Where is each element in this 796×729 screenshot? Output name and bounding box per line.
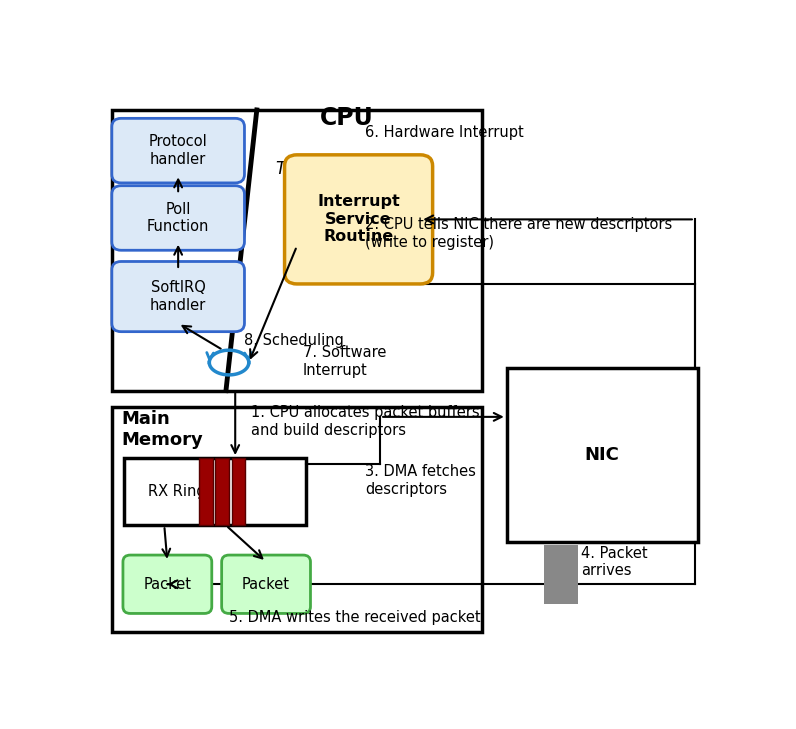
FancyBboxPatch shape xyxy=(111,262,244,332)
FancyBboxPatch shape xyxy=(285,155,433,284)
Text: Main
Memory: Main Memory xyxy=(121,410,203,449)
Text: SoftIRQ
handler: SoftIRQ handler xyxy=(150,281,206,313)
Text: Top Half: Top Half xyxy=(275,160,343,178)
Text: 6. Hardware Interrupt: 6. Hardware Interrupt xyxy=(365,125,524,140)
FancyBboxPatch shape xyxy=(123,555,212,613)
Bar xyxy=(232,458,245,526)
Text: 7. Software
Interrupt: 7. Software Interrupt xyxy=(303,346,386,378)
Bar xyxy=(200,458,213,526)
FancyBboxPatch shape xyxy=(221,555,310,613)
Bar xyxy=(544,545,578,604)
Bar xyxy=(111,408,482,632)
Text: Packet: Packet xyxy=(143,577,191,592)
Text: Poll
Function: Poll Function xyxy=(147,202,209,234)
Bar xyxy=(111,110,482,391)
Text: 2. CPU tells NIC there are new descriptors
(write to register): 2. CPU tells NIC there are new descripto… xyxy=(365,217,672,249)
Text: Packet: Packet xyxy=(242,577,290,592)
Bar xyxy=(216,458,229,526)
Text: 4. Packet
arrives: 4. Packet arrives xyxy=(581,545,647,578)
Text: 3. DMA fetches
descriptors: 3. DMA fetches descriptors xyxy=(365,464,476,496)
FancyBboxPatch shape xyxy=(111,118,244,183)
Text: RX Ring: RX Ring xyxy=(147,484,205,499)
Bar xyxy=(506,368,698,542)
Text: Protocol
handler: Protocol handler xyxy=(149,134,208,167)
Text: 5. DMA writes the received packet: 5. DMA writes the received packet xyxy=(229,610,481,625)
Bar xyxy=(124,458,306,526)
FancyBboxPatch shape xyxy=(111,186,244,250)
Text: Interrupt
Service
Routine: Interrupt Service Routine xyxy=(318,195,400,244)
Text: 8. Scheduling: 8. Scheduling xyxy=(244,332,345,348)
Text: CPU: CPU xyxy=(319,106,373,130)
Text: 1. CPU allocates packet buffers
and build descriptors: 1. CPU allocates packet buffers and buil… xyxy=(251,405,479,437)
Text: NIC: NIC xyxy=(585,446,620,464)
